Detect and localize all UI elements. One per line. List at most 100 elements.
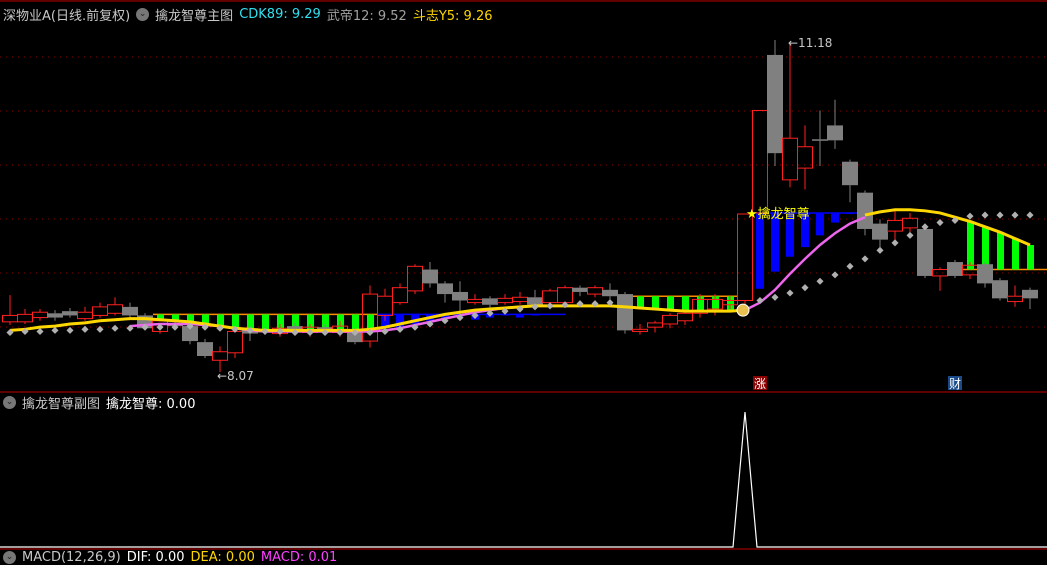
candle (872, 219, 888, 248)
green-bar (982, 226, 989, 270)
sar-dot (531, 303, 539, 311)
sar-dot (756, 296, 764, 305)
candle-body (92, 306, 108, 316)
money-bag-icon (736, 303, 750, 317)
candle (782, 42, 798, 188)
candle-body (842, 161, 858, 186)
green-bar (187, 314, 194, 322)
sar-dot (261, 327, 269, 335)
candle-body (122, 306, 138, 316)
sar-dot (336, 328, 344, 337)
sar-dot (321, 328, 329, 337)
candle (812, 110, 828, 166)
badge-bg (948, 376, 962, 390)
candle (77, 306, 93, 321)
chevron-down-icon[interactable]: ⌄ (3, 396, 16, 409)
sar-dot (816, 277, 824, 285)
sar-dot (111, 324, 119, 332)
candle-body (2, 314, 18, 323)
sar-dot (396, 325, 404, 333)
candle-body (902, 217, 918, 229)
sar-dot (546, 302, 554, 310)
green-bar (652, 296, 659, 310)
candle (377, 288, 393, 321)
green-bar (202, 314, 209, 324)
green-bar (262, 314, 269, 331)
sar-dot (96, 325, 104, 333)
candle-body (497, 297, 513, 304)
blue-bar (831, 212, 839, 223)
candle (617, 291, 633, 334)
sar-dot (51, 326, 59, 334)
chevron-down-icon[interactable]: ⌄ (136, 8, 150, 21)
sar-dot (351, 328, 359, 337)
candle (587, 285, 603, 298)
candle (977, 262, 993, 288)
sar-dot (141, 323, 149, 331)
sar-dot (801, 284, 809, 292)
sar-dot (786, 289, 794, 297)
candle (512, 291, 528, 305)
candle-body (662, 314, 678, 325)
dif-value: DIF: 0.00 (126, 550, 185, 565)
candle-body (1007, 295, 1023, 303)
candle (737, 213, 753, 307)
candle (767, 40, 783, 166)
blue-bar (501, 314, 509, 316)
sar-dot (426, 320, 434, 328)
wudi-value: 武帝12: 9.52 (326, 9, 407, 24)
sar-dot (21, 327, 29, 335)
candle (92, 302, 108, 318)
candle-body (827, 125, 843, 141)
sub-indicator-name[interactable]: 擒龙智尊副图 (22, 397, 101, 412)
sar-dot (366, 328, 374, 337)
green-bar (292, 314, 299, 331)
candle-body (782, 137, 798, 181)
candle-body (482, 298, 498, 305)
candle-body (77, 311, 93, 320)
candle-body (32, 311, 48, 319)
candle-body (197, 342, 213, 357)
blue-bar (756, 212, 764, 289)
candle-body (767, 54, 783, 154)
candle (17, 309, 33, 324)
macd-header: ⌄ MACD(12,26,9) DIF: 0.00 DEA: 0.00 MACD… (3, 550, 337, 565)
green-bar (1027, 244, 1034, 270)
candle (602, 283, 618, 300)
badge-text: 财 (949, 377, 961, 391)
candle-body (47, 313, 63, 318)
candle (437, 281, 453, 303)
candle-body (947, 262, 963, 276)
badge-text: 涨 (754, 376, 766, 391)
candle-body (737, 213, 753, 301)
green-bar (637, 296, 644, 308)
stock-title: 深物业A(日线.前复权) (3, 9, 131, 24)
indicator-name[interactable]: 擒龙智尊主图 (155, 9, 234, 24)
candle (407, 264, 423, 295)
candle-body (377, 295, 393, 316)
candle (1007, 285, 1023, 307)
chevron-down-icon[interactable]: ⌄ (3, 551, 16, 564)
candle-body (812, 139, 828, 141)
blue-bar (786, 212, 794, 257)
candle (842, 159, 858, 203)
sar-dot (291, 328, 299, 337)
blue-bar (846, 212, 854, 215)
candle (902, 212, 918, 233)
green-bar (997, 232, 1004, 270)
candle-body (632, 328, 648, 332)
candle-body (647, 322, 663, 328)
green-bar (727, 296, 734, 312)
candle-body (617, 294, 633, 331)
yellow-line (864, 208, 1031, 247)
blue-bar (771, 212, 779, 272)
sar-dot (921, 223, 929, 231)
candle (887, 210, 903, 240)
macd-title[interactable]: MACD(12,26,9) (22, 550, 121, 565)
green-bar (367, 314, 374, 330)
candle-body (872, 223, 888, 240)
candle-body (422, 269, 438, 284)
candle (797, 125, 813, 190)
blue-bar (816, 212, 824, 236)
